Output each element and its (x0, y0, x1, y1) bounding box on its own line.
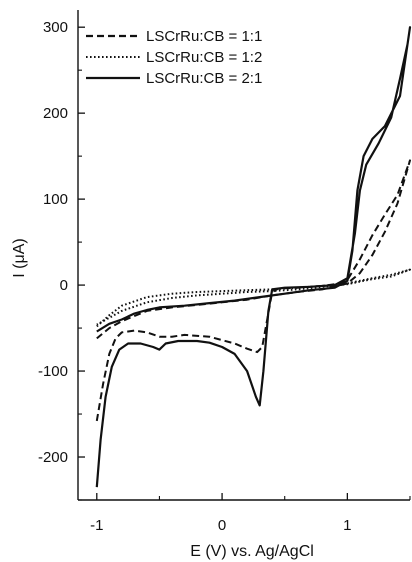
legend-label-2-1: LSCrRu:CB = 2:1 (146, 70, 262, 87)
y-tick-label: 200 (43, 105, 68, 122)
y-tick-label: 100 (43, 191, 68, 208)
y-tick-label: 300 (43, 19, 68, 36)
plot-lines (95, 26, 412, 488)
axes: -200 -100 0 100 200 300 -1 0 1 (38, 10, 411, 534)
x-axis-title: E (V) vs. Ag/AgCl (190, 543, 314, 560)
y-tick-label: -100 (38, 363, 68, 380)
y-axis-title: I (μA) (11, 238, 28, 277)
y-tick-label: 0 (60, 277, 68, 294)
legend: LSCrRu:CB = 1:1 LSCrRu:CB = 1:2 LSCrRu:C… (86, 28, 262, 87)
legend-label-1-2: LSCrRu:CB = 1:2 (146, 49, 262, 66)
x-tick-label: 1 (343, 517, 351, 534)
x-tick-label: 0 (218, 517, 226, 534)
series-line-1 (95, 159, 411, 422)
legend-label-1-1: LSCrRu:CB = 1:1 (146, 28, 262, 45)
y-tick-label: -200 (38, 449, 68, 466)
series-line-2 (96, 268, 411, 328)
series-line-3 (95, 26, 412, 488)
x-tick-label: -1 (90, 517, 103, 534)
